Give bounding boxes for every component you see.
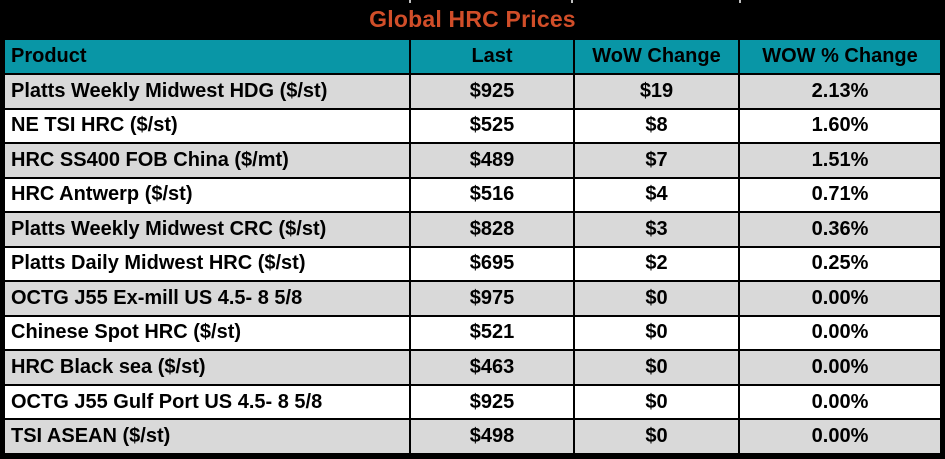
product-cell: NE TSI HRC ($/st)	[3, 107, 411, 145]
last-cell: $516	[409, 176, 575, 214]
table-row: HRC Antwerp ($/st) $516 $4 0.71%	[3, 176, 942, 214]
product-cell: Platts Weekly Midwest HDG ($/st)	[3, 73, 411, 110]
table-row: Platts Weekly Midwest CRC ($/st) $828 $3 0.…	[3, 211, 942, 248]
last-cell: $695	[409, 245, 575, 283]
wow-pct-change-cell: 0.71%	[738, 176, 942, 214]
table-title: Global HRC Prices	[0, 0, 945, 38]
wow-pct-change-cell: 1.51%	[738, 142, 942, 179]
product-cell: HRC SS400 FOB China ($/mt)	[3, 142, 411, 179]
product-cell: OCTG J55 Gulf Port US 4.5- 8 5/8	[3, 383, 411, 421]
wow-pct-change-cell: 1.60%	[738, 107, 942, 145]
product-cell: Platts Daily Midwest HRC ($/st)	[3, 245, 411, 283]
table-row: OCTG J55 Ex-mill US 4.5- 8 5/8 $975 $0 0.00…	[3, 280, 942, 317]
last-cell: $525	[409, 107, 575, 145]
wow-change-cell: $4	[573, 176, 740, 214]
header-row: Product Last WoW Change WOW % Change	[3, 38, 942, 75]
gridline-tick	[409, 0, 411, 3]
price-table-wrap: Product Last WoW Change WOW % Change Pla…	[3, 38, 942, 455]
last-cell: $925	[409, 73, 575, 110]
column-header-wow-change: WoW Change	[573, 38, 740, 75]
column-header-wow-pct-change: WOW % Change	[738, 38, 942, 75]
last-cell: $975	[409, 280, 575, 317]
wow-pct-change-cell: 0.00%	[738, 383, 942, 421]
wow-pct-change-cell: 0.00%	[738, 314, 942, 352]
table-row: TSI ASEAN ($/st) $498 $0 0.00%	[3, 418, 942, 455]
table-row: Platts Daily Midwest HRC ($/st) $695 $2 0.2…	[3, 245, 942, 283]
last-cell: $489	[409, 142, 575, 179]
wow-change-cell: $0	[573, 280, 740, 317]
wow-pct-change-cell: 0.25%	[738, 245, 942, 283]
wow-pct-change-cell: 2.13%	[738, 73, 942, 110]
gridline-tick	[571, 0, 573, 3]
table-row: HRC SS400 FOB China ($/mt) $489 $7 1.51%	[3, 142, 942, 179]
wow-pct-change-cell: 0.00%	[738, 280, 942, 317]
wow-change-cell: $2	[573, 245, 740, 283]
wow-change-cell: $8	[573, 107, 740, 145]
table-body: Platts Weekly Midwest HDG ($/st) $925 $19 2…	[3, 73, 942, 455]
last-cell: $521	[409, 314, 575, 352]
gridline-tick	[739, 0, 741, 3]
last-cell: $828	[409, 211, 575, 248]
column-header-last: Last	[409, 38, 575, 75]
table-row: Chinese Spot HRC ($/st) $521 $0 0.00%	[3, 314, 942, 352]
wow-change-cell: $7	[573, 142, 740, 179]
last-cell: $925	[409, 383, 575, 421]
wow-pct-change-cell: 0.00%	[738, 418, 942, 455]
wow-change-cell: $19	[573, 73, 740, 110]
last-cell: $463	[409, 349, 575, 386]
wow-change-cell: $0	[573, 418, 740, 455]
table-row: NE TSI HRC ($/st) $525 $8 1.60%	[3, 107, 942, 145]
wow-change-cell: $3	[573, 211, 740, 248]
product-cell: HRC Black sea ($/st)	[3, 349, 411, 386]
column-header-product: Product	[3, 38, 411, 75]
wow-change-cell: $0	[573, 314, 740, 352]
last-cell: $498	[409, 418, 575, 455]
wow-change-cell: $0	[573, 349, 740, 386]
wow-change-cell: $0	[573, 383, 740, 421]
product-cell: TSI ASEAN ($/st)	[3, 418, 411, 455]
wow-pct-change-cell: 0.00%	[738, 349, 942, 386]
product-cell: Chinese Spot HRC ($/st)	[3, 314, 411, 352]
product-cell: HRC Antwerp ($/st)	[3, 176, 411, 214]
table-row: HRC Black sea ($/st) $463 $0 0.00%	[3, 349, 942, 386]
product-cell: OCTG J55 Ex-mill US 4.5- 8 5/8	[3, 280, 411, 317]
price-table: Product Last WoW Change WOW % Change Pla…	[3, 38, 942, 455]
product-cell: Platts Weekly Midwest CRC ($/st)	[3, 211, 411, 248]
table-row: Platts Weekly Midwest HDG ($/st) $925 $19 2…	[3, 73, 942, 110]
table-row: OCTG J55 Gulf Port US 4.5- 8 5/8 $925 $0 0.…	[3, 383, 942, 421]
wow-pct-change-cell: 0.36%	[738, 211, 942, 248]
